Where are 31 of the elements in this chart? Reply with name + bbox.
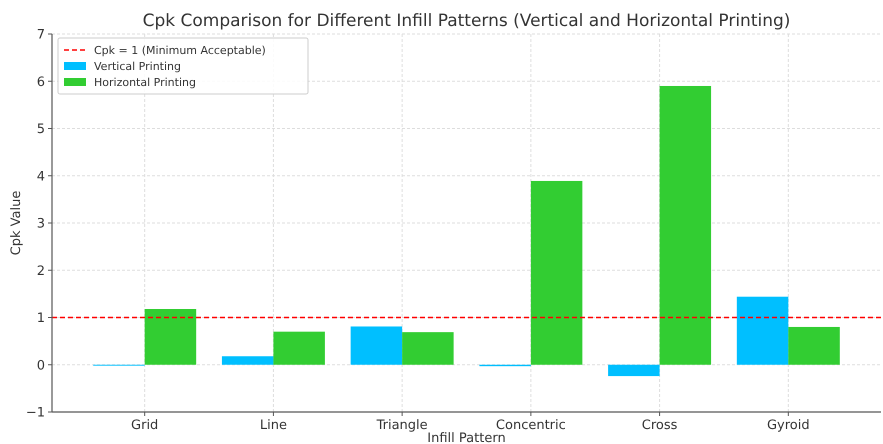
x-axis-title: Infill Pattern bbox=[427, 431, 506, 444]
x-tick-label: Grid bbox=[131, 418, 158, 433]
bar bbox=[530, 180, 582, 365]
bar bbox=[273, 332, 325, 365]
y-tick-label: 4 bbox=[36, 169, 45, 184]
y-tick-label: −1 bbox=[26, 406, 45, 421]
x-tick-label: Gyroid bbox=[766, 418, 810, 433]
y-tick-label: 0 bbox=[36, 358, 45, 374]
x-tick-label: Concentric bbox=[496, 418, 566, 433]
bar bbox=[144, 308, 196, 365]
legend-label: Horizontal Printing bbox=[94, 76, 196, 89]
legend-label: Vertical Printing bbox=[94, 60, 181, 73]
chart-title: Cpk Comparison for Different Infill Patterns (Vertical and Horizontal Printing) bbox=[142, 11, 790, 31]
bar bbox=[222, 356, 274, 365]
y-tick-label: 3 bbox=[36, 216, 45, 232]
bar bbox=[788, 326, 840, 365]
bar bbox=[608, 364, 660, 376]
bar bbox=[736, 296, 788, 365]
y-tick-label: 1 bbox=[36, 311, 45, 326]
bar bbox=[402, 332, 454, 365]
y-tick-label: 6 bbox=[36, 74, 45, 90]
legend-label: Cpk = 1 (Minimum Acceptable) bbox=[94, 44, 266, 57]
x-tick-label: Cross bbox=[642, 418, 678, 433]
y-tick-label: 7 bbox=[36, 28, 45, 43]
bar bbox=[660, 86, 712, 365]
x-tick-label: Triangle bbox=[376, 418, 428, 433]
x-tick-label: Line bbox=[260, 418, 287, 433]
y-tick-label: 5 bbox=[36, 122, 45, 138]
y-tick-label: 2 bbox=[36, 264, 45, 279]
y-axis-title: Cpk Value bbox=[9, 190, 24, 256]
bar bbox=[350, 326, 402, 365]
